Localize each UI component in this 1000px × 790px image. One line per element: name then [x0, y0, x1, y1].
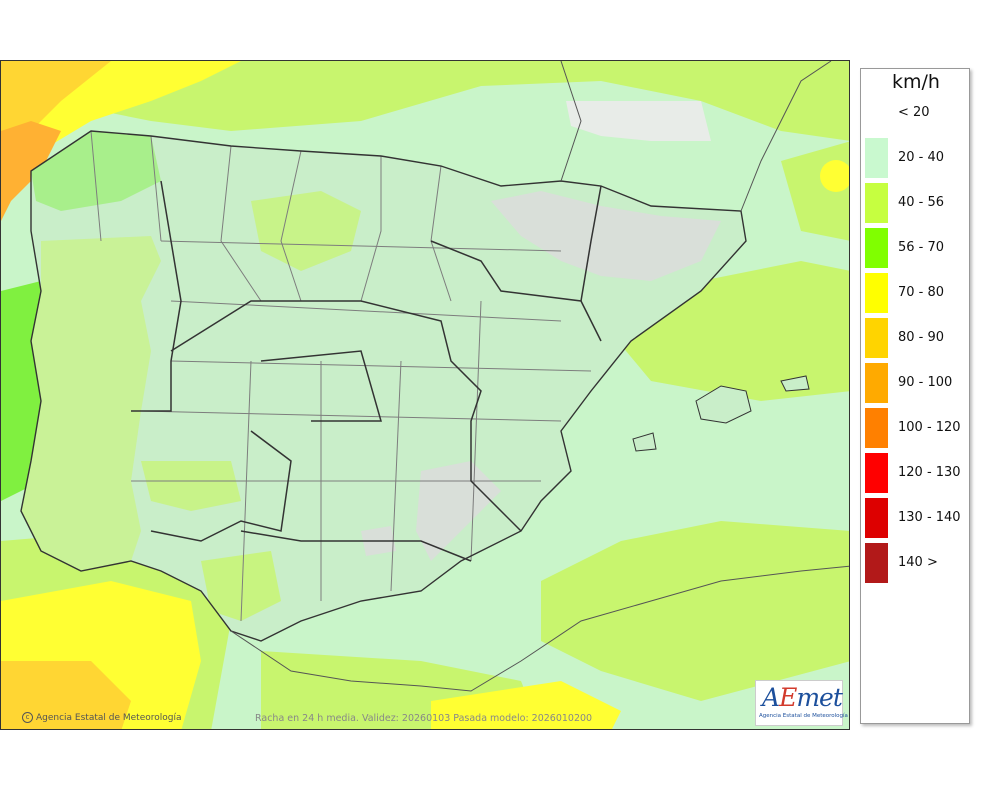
- legend-swatch: [865, 408, 888, 448]
- africa-coast: [230, 565, 849, 692]
- legend-swatch: [865, 183, 888, 223]
- legend-item: 70 - 80: [865, 273, 969, 313]
- legend-item: 90 - 100: [865, 363, 969, 403]
- legend-item: 40 - 56: [865, 183, 969, 223]
- logo-wordmark: AEmet: [762, 683, 843, 712]
- wind-band-80-90: [1, 61, 111, 171]
- extremadura-wind-area: [141, 461, 241, 511]
- logo-subtitle: Agencia Estatal de Meteorología: [759, 713, 848, 719]
- wind-band-40-56-med: [541, 521, 849, 701]
- menorca: [780, 375, 810, 392]
- low-wind-patch: [566, 101, 711, 141]
- province-borders: [90, 130, 592, 622]
- region-borders: [131, 180, 602, 562]
- legend-item: < 20: [865, 93, 969, 133]
- legend-label: < 20: [898, 105, 930, 120]
- legend-swatch: [865, 138, 888, 178]
- legend-swatch: [865, 273, 888, 313]
- legend-item: 20 - 40: [865, 138, 969, 178]
- coastline: [20, 130, 747, 642]
- legend-item: 130 - 140: [865, 498, 969, 538]
- wind-band-40-56: [1, 61, 849, 141]
- france-coast-west: [560, 61, 582, 182]
- legend-label: 80 - 90: [898, 330, 945, 345]
- legend-label: 130 - 140: [898, 510, 961, 525]
- wind-band-70-80-ne: [820, 160, 849, 192]
- betic-relief: [416, 461, 501, 561]
- legend-label: 70 - 80: [898, 285, 945, 300]
- legend-panel: km/h < 20 20 - 40 40 - 56 56 - 70 70 - 80 80 …: [860, 68, 970, 724]
- wind-band-40-56-balearic: [601, 261, 849, 401]
- andalucia-wind-area: [201, 551, 281, 621]
- legend-item: 140 >: [865, 543, 969, 583]
- wind-band-80-90-sw: [1, 661, 131, 729]
- pyrenees-relief: [491, 191, 721, 281]
- legend-item: 80 - 90: [865, 318, 969, 358]
- legend-unit: km/h: [892, 71, 940, 93]
- legend-swatch: [865, 498, 888, 538]
- credit-text: c Agencia Estatal de Meteorología: [22, 712, 182, 723]
- legend-swatch: [865, 93, 888, 133]
- legend-label: 56 - 70: [898, 240, 945, 255]
- credit-label: Agencia Estatal de Meteorología: [36, 713, 182, 723]
- legend-swatch: [865, 363, 888, 403]
- legend-label: 20 - 40: [898, 150, 945, 165]
- aemet-logo: AEmet Agencia Estatal de Meteorología: [755, 680, 848, 726]
- wind-band-70-80-africa: [431, 681, 621, 729]
- legend-swatch: [865, 228, 888, 268]
- map-canvas: [1, 61, 849, 729]
- legend-label: 40 - 56: [898, 195, 945, 210]
- copyright-icon: c: [22, 712, 33, 723]
- legend-label: 100 - 120: [898, 420, 961, 435]
- legend-swatch: [865, 318, 888, 358]
- mallorca: [695, 385, 752, 424]
- legend-swatch: [865, 543, 888, 583]
- legend-label: 120 - 130: [898, 465, 961, 480]
- wind-gust-map[interactable]: [0, 60, 850, 730]
- galicia-wind-area: [31, 131, 161, 211]
- legend-label: 140 >: [898, 555, 938, 570]
- validity-text: Racha en 24 h media. Validez: 20260103 P…: [255, 713, 593, 724]
- castilla-wind-area: [251, 191, 361, 271]
- france-coast: [740, 61, 832, 212]
- legend-item: 56 - 70: [865, 228, 969, 268]
- legend-swatch: [865, 453, 888, 493]
- ibiza: [632, 432, 657, 452]
- portugal-area: [21, 236, 161, 571]
- legend-item: 120 - 130: [865, 453, 969, 493]
- legend-item: 100 - 120: [865, 408, 969, 448]
- legend-label: 90 - 100: [898, 375, 953, 390]
